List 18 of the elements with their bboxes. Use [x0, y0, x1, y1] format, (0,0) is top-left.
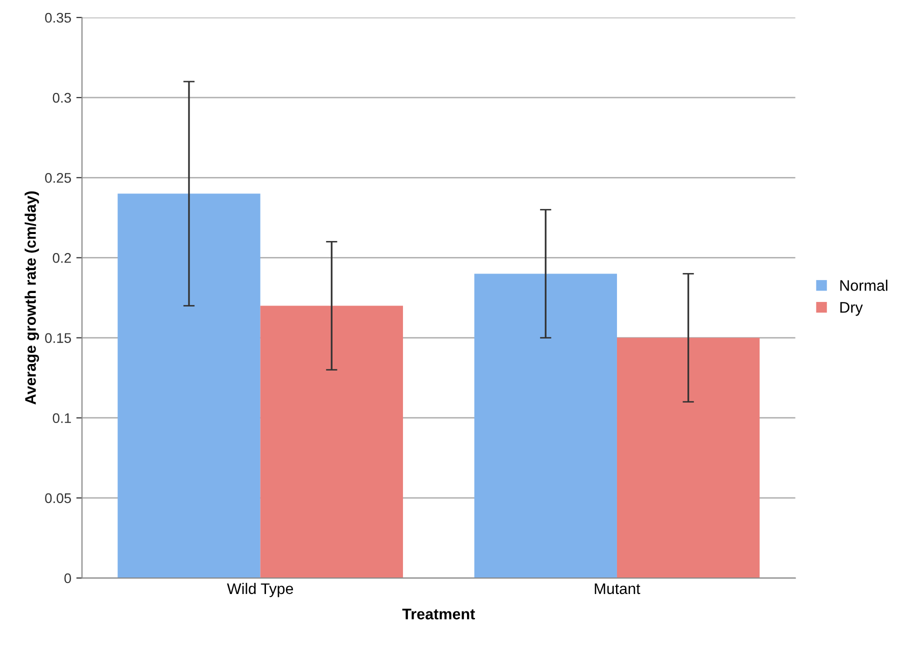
legend-label: Normal — [840, 280, 888, 291]
y-tick-label: 0.15 — [45, 333, 71, 343]
y-axis-title: Average growth rate (cm/day) — [24, 191, 39, 404]
y-tick-label: 0.25 — [45, 172, 71, 183]
bar — [474, 274, 617, 578]
y-tick-label: 0 — [64, 573, 72, 584]
bar — [616, 338, 760, 578]
y-tick-label: 0.3 — [52, 92, 71, 103]
x-axis-title: Treatment — [402, 608, 475, 620]
y-tick-label: 0.35 — [45, 12, 71, 23]
y-tick-label: 0.1 — [52, 413, 71, 424]
x-tick-label: Wild Type — [226, 582, 294, 598]
x-tick-label: Mutant — [594, 583, 640, 594]
bar — [260, 306, 403, 578]
y-tick-label: 0.2 — [52, 253, 71, 263]
bar — [118, 194, 260, 578]
legend-label: Dry — [840, 302, 863, 316]
y-tick-label: 0.05 — [45, 493, 71, 504]
